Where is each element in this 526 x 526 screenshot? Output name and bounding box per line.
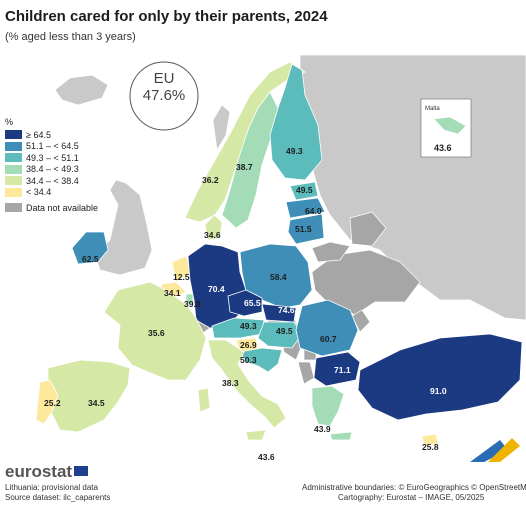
value-label-sweden: 38.7 (236, 162, 253, 172)
legend-swatch (5, 153, 22, 163)
data-countries (35, 61, 523, 447)
legend-not-available: Data not available (5, 202, 98, 214)
value-label-italy: 38.3 (222, 378, 239, 388)
legend-label: 34.4 – < 38.4 (26, 175, 79, 186)
value-label-lithuania: 51.5 (295, 224, 312, 234)
value-label-estonia: 49.5 (296, 185, 313, 195)
region-luxembourg (185, 293, 194, 305)
value-label-portugal: 25.2 (44, 398, 61, 408)
legend-swatch (5, 164, 22, 174)
eu-circle (129, 61, 199, 131)
map-title: Children cared for only by their parents… (5, 8, 328, 25)
value-label-hungary: 49.5 (276, 326, 293, 336)
region-france (103, 281, 207, 381)
value-label-poland: 58.4 (270, 272, 287, 282)
legend-item: ≥ 64.5 (5, 129, 98, 141)
region-czechia (227, 289, 263, 317)
value-label-denmark: 34.6 (204, 230, 221, 240)
value-label-cyprus: 25.8 (422, 442, 439, 452)
region-estonia (289, 181, 319, 201)
legend: % ≥ 64.5 51.1 – < 64.5 49.3 – < 51.1 38.4 –… (5, 117, 98, 214)
region-italy (207, 339, 287, 429)
region-slovakia (261, 303, 297, 323)
legend-item: 51.1 – < 64.5 (5, 141, 98, 153)
legend-label: 51.1 – < 64.5 (26, 141, 79, 152)
value-label-latvia: 64.0 (305, 206, 322, 216)
inset-value: 43.6 (434, 143, 452, 153)
legend-item: 38.4 – < 49.3 (5, 164, 98, 176)
value-label-croatia: 50.3 (240, 355, 257, 365)
legend-unit: % (5, 117, 14, 127)
region-poland (239, 243, 313, 309)
eurostat-logo-graphic (470, 438, 520, 462)
region-crete (329, 431, 353, 441)
note-provisional: Lithuania: provisional data (5, 483, 98, 492)
value-label-bulgaria: 71.1 (334, 365, 351, 375)
value-label-romania: 60.7 (320, 334, 337, 344)
legend-label-na: Data not available (26, 202, 99, 213)
region-finland (269, 63, 323, 181)
eurostat-brand: eurostat (5, 462, 89, 482)
region-latvia (285, 197, 326, 219)
value-label-malta: 43.6 (258, 452, 275, 462)
legend-swatch (5, 176, 22, 186)
value-label-austria: 49.3 (240, 321, 257, 331)
value-label-netherlands: 12.5 (173, 272, 190, 282)
value-label-czechia: 65.5 (244, 298, 261, 308)
region-lithuania (287, 213, 325, 245)
value-label-trkiye: 91.0 (430, 386, 447, 396)
legend-swatch (5, 187, 22, 197)
legend-item: < 34.4 (5, 187, 98, 199)
credit-cartography: Cartography: Eurostat – IMAGE, 05/2025 (338, 493, 485, 502)
inset-title: Malta (425, 106, 440, 112)
legend-swatch (5, 141, 22, 151)
region-sardinia (197, 387, 211, 413)
value-label-luxembourg: 39.8 (184, 299, 201, 309)
region-hungary (257, 321, 303, 349)
malta-inset: Malta 43.6 (420, 98, 472, 158)
value-label-norway: 36.2 (202, 175, 219, 185)
legend-classes: ≥ 64.5 51.1 – < 64.5 49.3 – < 51.1 38.4 – <… (5, 129, 98, 198)
region-sicily (245, 429, 267, 441)
legend-label: ≥ 64.5 (26, 129, 51, 140)
region-croatia (239, 347, 283, 373)
value-label-france: 35.6 (148, 328, 165, 338)
region-bulgaria (313, 351, 361, 387)
value-labels: 49.3 38.7 36.2 49.5 64.0 51.5 34.6 62.5 12.5 34.1… (44, 146, 447, 462)
value-label-greece: 43.9 (314, 424, 331, 434)
region-portugal (35, 379, 59, 425)
value-label-finland: 49.3 (286, 146, 303, 156)
value-label-ireland: 62.5 (82, 254, 99, 264)
note-source: Source dataset: ilc_caparents (5, 493, 111, 502)
map-subtitle: (% aged less than 3 years) (5, 31, 136, 43)
legend-label: 38.4 – < 49.3 (26, 164, 79, 175)
region-ireland (71, 231, 109, 265)
value-label-slovenia: 26.9 (240, 340, 257, 350)
legend-swatch (5, 130, 22, 140)
not-available-lands (189, 211, 421, 385)
eu-flag-icon (74, 466, 89, 476)
legend-label: 49.3 – < 51.1 (26, 152, 79, 163)
value-label-spain: 34.5 (88, 398, 105, 408)
region-cyprus (421, 433, 439, 447)
value-label-germany: 70.4 (208, 284, 225, 294)
legend-label: < 34.4 (26, 187, 52, 198)
legend-swatch-na (5, 203, 22, 213)
region-romania (295, 299, 359, 357)
region-greece (311, 385, 345, 427)
value-label-slovakia: 74.6 (278, 305, 295, 315)
legend-item: 34.4 – < 38.4 (5, 175, 98, 187)
legend-item: 49.3 – < 51.1 (5, 152, 98, 164)
value-label-belgium: 34.1 (164, 288, 181, 298)
region-turkiye (357, 333, 523, 421)
europe-map: Malta 43.6 49.3 38.7 36.2 49.5 64.0 51.5 34.6 6… (0, 50, 526, 465)
credit-boundaries: Administrative boundaries: © EuroGeograp… (302, 483, 526, 492)
region-denmark (204, 214, 223, 241)
brand-name: eurostat (5, 462, 73, 481)
